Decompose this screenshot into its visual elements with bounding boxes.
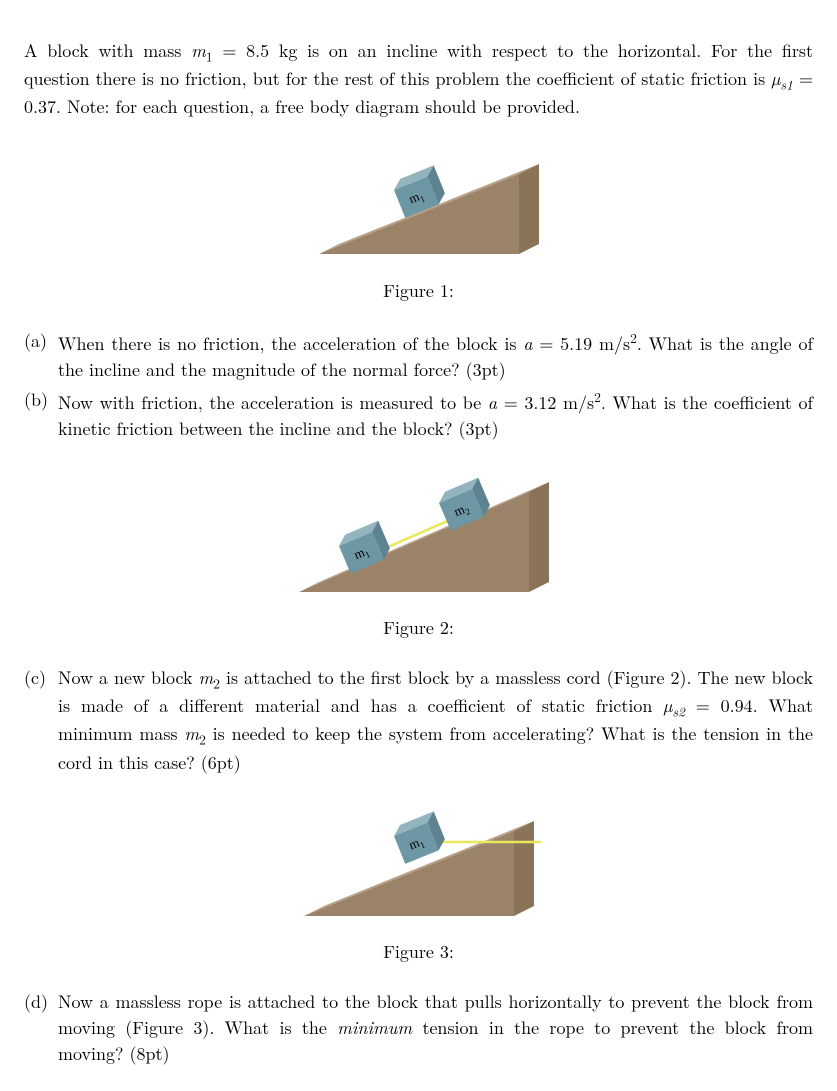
figure-3-caption: Figure 3: [24,939,813,965]
qd-emph: minimum [337,1015,412,1040]
qb-avar: a [488,390,497,415]
question-list-d: (d) Now a massless rope is attached to t… [24,989,813,1067]
qc-m2var2: m [184,721,199,746]
qc-seg1: Now a new block [58,665,199,690]
question-d-label: (d) [24,989,58,1067]
question-d: (d) Now a massless rope is attached to t… [24,989,813,1067]
question-c: (c) Now a new block m2 is attached to th… [24,665,813,776]
question-c-label: (c) [24,665,58,776]
figure-1: m1 [24,134,813,271]
incline-side [519,164,539,254]
qc-m2sub: 2 [213,674,220,693]
intro-seg1: A block with mass [24,38,191,63]
figure-3-svg: m1 [279,786,559,926]
figure-2: m1 m2 [24,452,813,609]
figure-1-svg: m1 [289,134,549,264]
qa-seg1: When there is no friction, the accelerat… [58,331,523,356]
incline-side [529,482,549,592]
question-list-ab: (a) When there is no friction, the accel… [24,328,813,442]
question-c-text: Now a new block m2 is attached to the fi… [58,665,813,776]
qc-musub: s2 [672,702,684,721]
qa-eq: = 5.19 m/s [533,331,631,356]
intro-m1-var: m [191,38,206,63]
question-d-text: Now a massless rope is attached to the b… [58,989,813,1067]
incline-side [514,821,534,916]
figure-3: m1 [24,786,813,933]
question-a: (a) When there is no friction, the accel… [24,328,813,383]
intro-paragraph: A block with mass m1 = 8.5 kg is on an i… [24,38,813,120]
question-a-label: (a) [24,328,58,383]
question-b: (b) Now with friction, the acceleration … [24,387,813,442]
qc-m2var: m [199,665,214,690]
figure-2-caption: Figure 2: [24,615,813,641]
question-b-text: Now with friction, the acceleration is m… [58,387,813,442]
block-m1: m1 [391,811,448,863]
figure-2-svg: m1 m2 [279,452,559,602]
question-a-text: When there is no friction, the accelerat… [58,328,813,383]
question-b-label: (b) [24,387,58,442]
qb-seg1: Now with friction, the acceleration is m… [58,390,488,415]
qc-m2sub2: 2 [199,730,206,749]
intro-mu-sub: s1 [781,75,793,94]
question-list-c: (c) Now a new block m2 is attached to th… [24,665,813,776]
qa-sq: 2 [630,328,637,347]
qb-sq: 2 [594,387,601,406]
qb-eq: = 3.12 m/s [497,390,594,415]
qa-avar: a [523,331,532,356]
figure-1-caption: Figure 1: [24,278,813,304]
intro-mu-var: µ [771,66,780,91]
intro-m1-sub: 1 [206,47,213,66]
